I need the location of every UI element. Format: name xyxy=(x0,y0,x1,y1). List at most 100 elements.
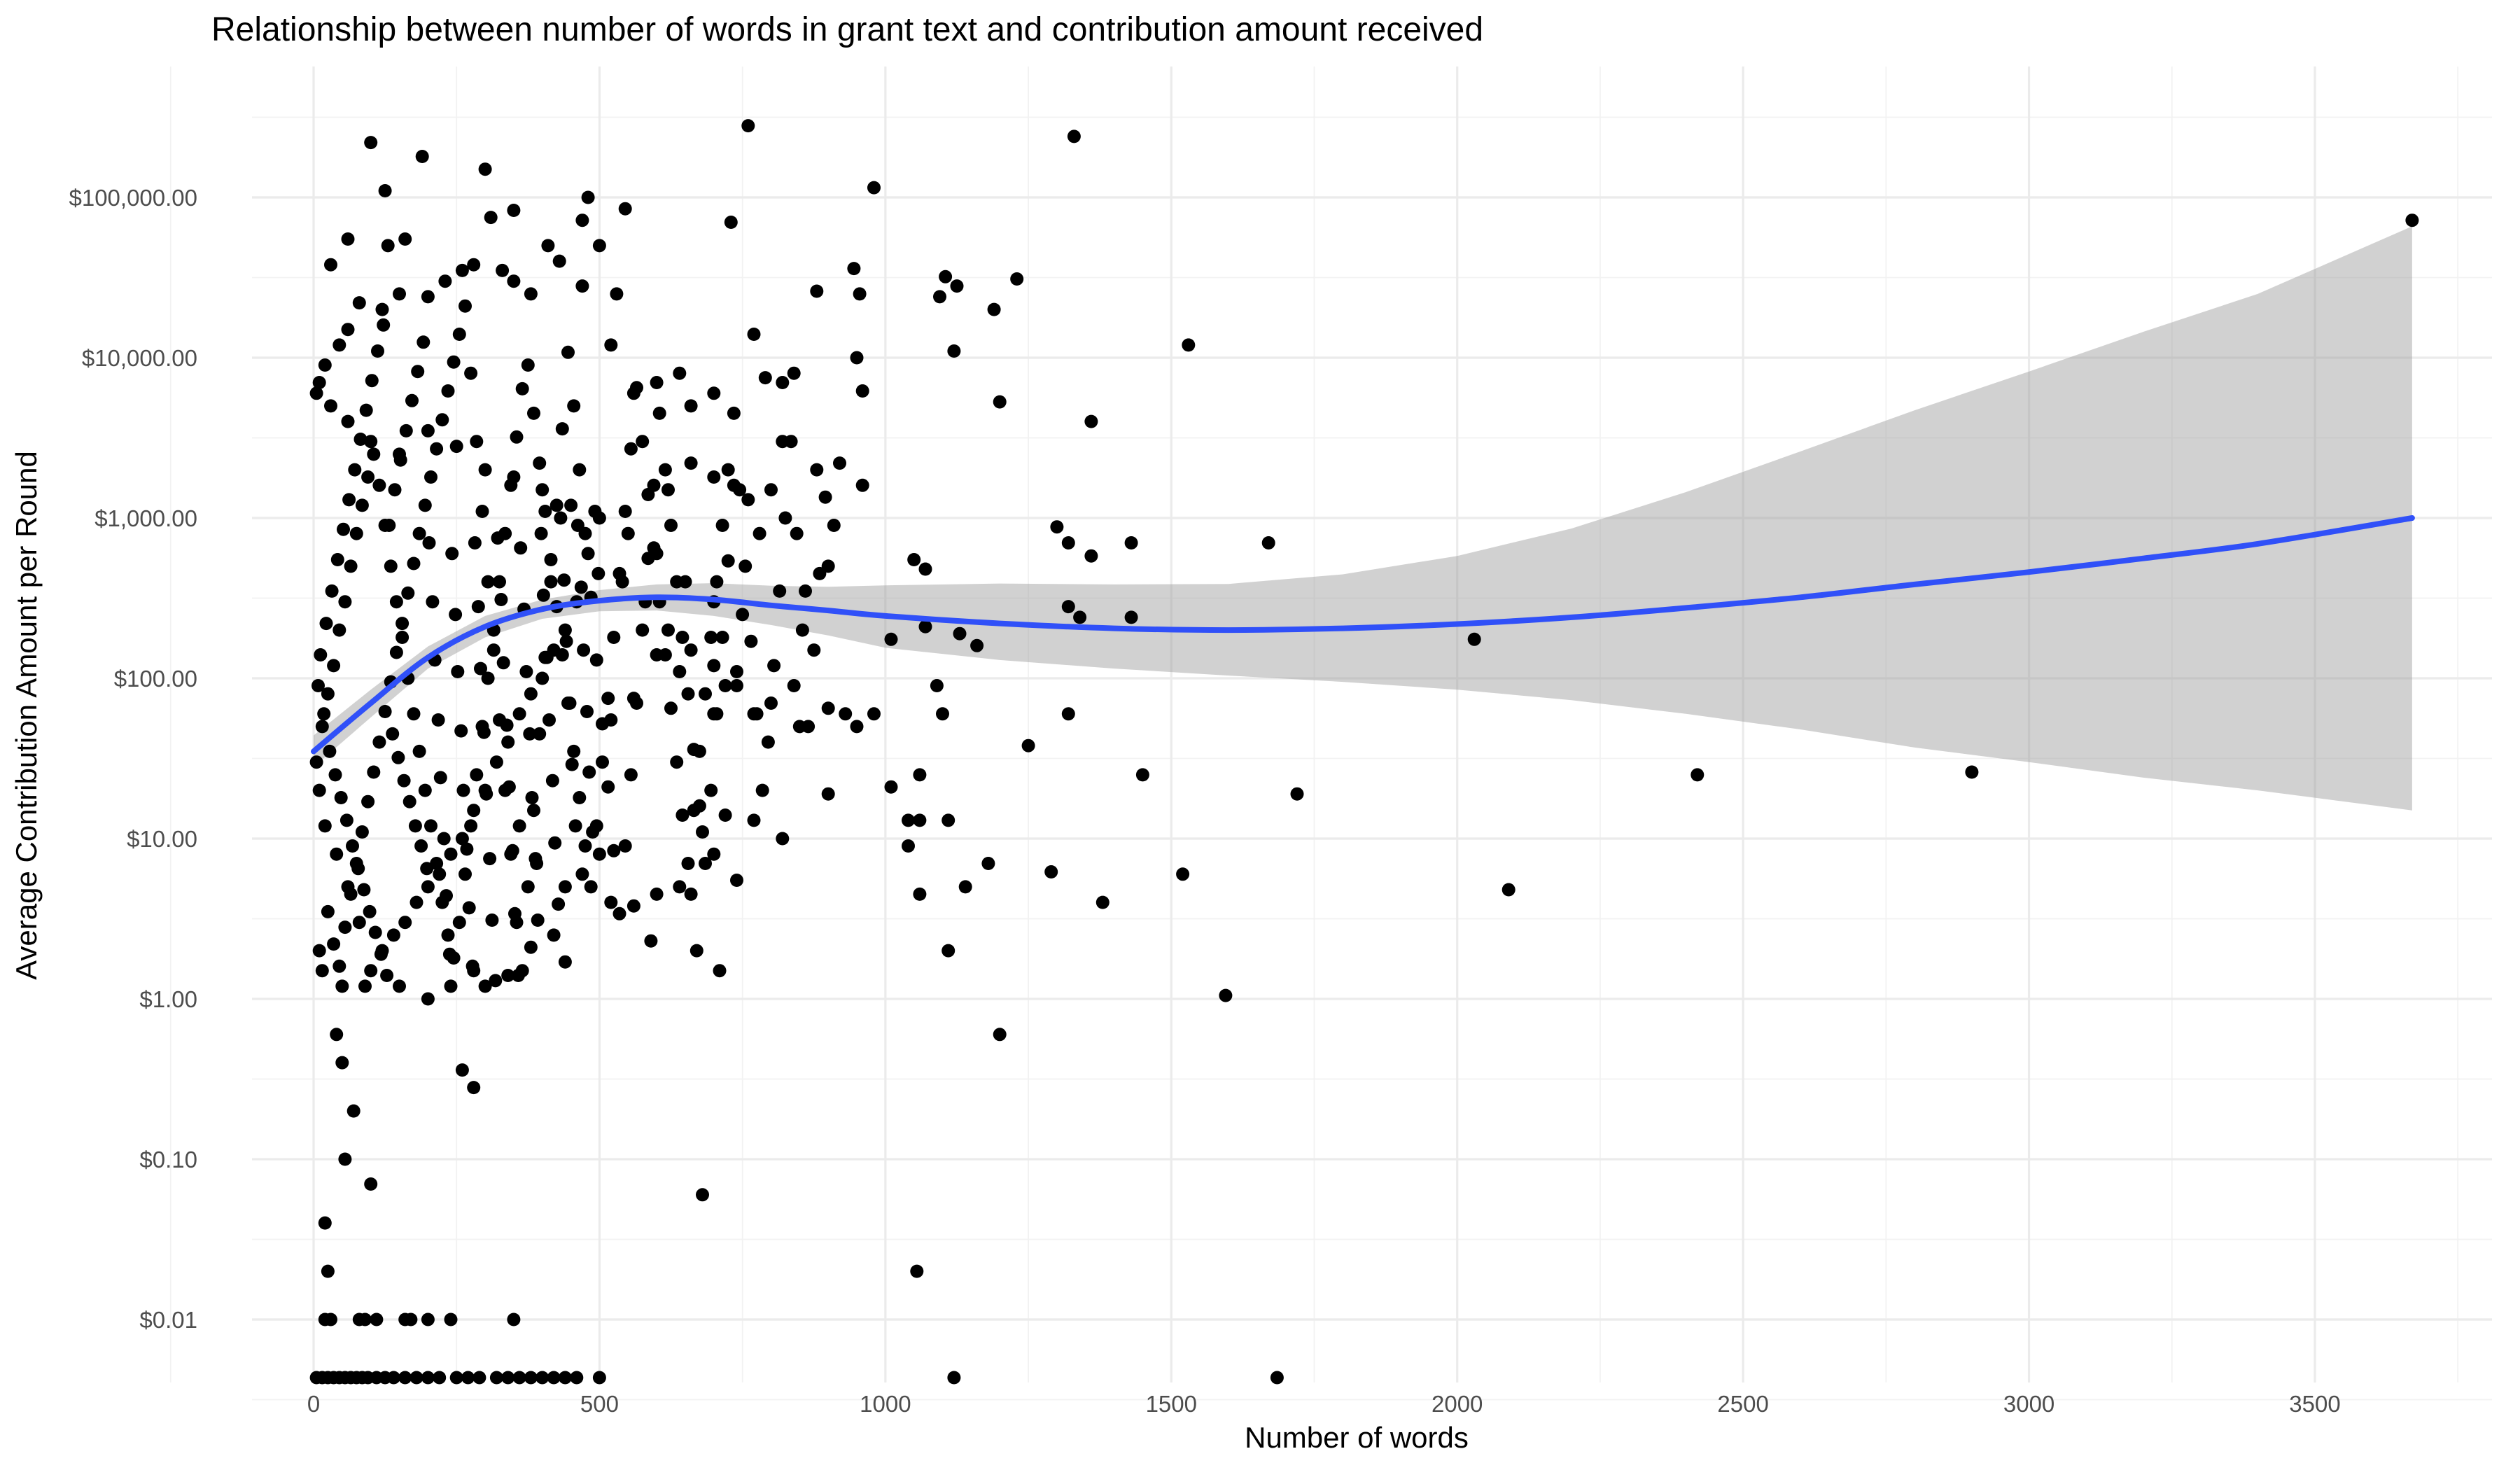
x-axis-label: Number of words xyxy=(1245,1421,1469,1454)
data-point xyxy=(515,382,529,396)
data-point xyxy=(1290,787,1304,801)
data-point xyxy=(478,162,492,176)
data-point xyxy=(1084,549,1098,563)
data-point xyxy=(981,857,995,870)
data-point xyxy=(1690,768,1704,782)
data-point xyxy=(524,287,538,301)
data-point xyxy=(1219,988,1233,1002)
data-point xyxy=(386,928,400,942)
data-point xyxy=(378,705,392,718)
data-point xyxy=(327,659,341,673)
data-point xyxy=(764,696,778,710)
data-point xyxy=(389,645,403,659)
data-point xyxy=(807,643,821,657)
data-point xyxy=(993,395,1007,409)
data-point xyxy=(947,1371,961,1385)
data-point xyxy=(618,202,632,216)
data-point xyxy=(813,566,827,580)
data-point xyxy=(393,287,406,301)
data-point xyxy=(555,422,569,436)
data-point xyxy=(358,979,372,993)
data-point xyxy=(501,735,515,749)
data-point xyxy=(592,239,606,253)
data-point xyxy=(750,707,764,721)
data-point xyxy=(776,832,790,846)
data-point xyxy=(536,483,550,497)
data-point xyxy=(592,847,606,861)
data-point xyxy=(421,992,435,1006)
data-point xyxy=(612,566,626,580)
data-point xyxy=(408,819,422,833)
data-point xyxy=(505,844,519,858)
data-point xyxy=(337,522,350,536)
data-point xyxy=(437,832,451,846)
data-point xyxy=(918,620,932,634)
data-point xyxy=(389,595,403,609)
y-tick-label: $0.10 xyxy=(139,1147,197,1172)
x-tick-label: 500 xyxy=(580,1391,619,1417)
data-point xyxy=(736,608,750,622)
x-tick-label: 0 xyxy=(307,1391,320,1417)
data-point xyxy=(1061,536,1075,550)
x-axis-ticks: 0 500 1000 1500 2000 2500 3000 3500 xyxy=(307,1391,2341,1417)
data-point xyxy=(527,406,540,420)
data-point xyxy=(902,839,915,853)
data-point xyxy=(707,386,721,400)
data-point xyxy=(1124,536,1138,550)
data-point xyxy=(567,399,581,413)
data-point xyxy=(584,880,598,894)
data-point xyxy=(367,765,381,779)
data-point xyxy=(778,511,792,525)
data-point xyxy=(411,365,425,379)
data-point xyxy=(341,232,355,246)
data-point xyxy=(939,270,953,284)
data-point xyxy=(444,1312,458,1326)
data-point xyxy=(486,643,500,657)
data-point xyxy=(335,979,349,993)
data-point xyxy=(525,791,539,804)
data-point xyxy=(1467,632,1481,646)
data-point xyxy=(315,720,329,734)
data-point xyxy=(455,832,469,846)
data-point xyxy=(636,623,650,637)
data-point xyxy=(455,263,469,277)
data-point xyxy=(799,584,812,598)
data-point xyxy=(441,928,455,942)
data-point xyxy=(658,648,672,662)
data-point xyxy=(987,302,1001,316)
data-point xyxy=(440,889,453,903)
data-point xyxy=(341,414,355,428)
data-point xyxy=(724,216,738,229)
data-point xyxy=(317,707,331,721)
data-point xyxy=(565,757,579,771)
data-point xyxy=(574,580,588,594)
data-point xyxy=(1021,738,1035,752)
data-point xyxy=(715,519,729,532)
data-point xyxy=(913,887,927,901)
data-point xyxy=(907,553,921,566)
data-point xyxy=(1073,610,1087,624)
data-point xyxy=(431,713,445,727)
data-point xyxy=(564,498,578,512)
data-point xyxy=(467,258,481,272)
data-point xyxy=(412,744,426,758)
data-point xyxy=(953,626,967,640)
y-tick-label: $1.00 xyxy=(139,986,197,1012)
data-point xyxy=(467,1081,481,1095)
data-point xyxy=(357,883,371,897)
data-point xyxy=(523,727,537,741)
data-point xyxy=(407,707,421,721)
data-point xyxy=(536,671,550,685)
data-point xyxy=(496,656,510,670)
data-point xyxy=(618,839,632,853)
data-point xyxy=(438,274,452,288)
data-point xyxy=(581,190,595,204)
data-point xyxy=(321,904,335,918)
data-point xyxy=(580,705,594,718)
data-point xyxy=(315,964,329,978)
data-point xyxy=(483,852,497,866)
data-point xyxy=(684,887,698,901)
data-point xyxy=(536,588,550,602)
data-point xyxy=(508,906,522,920)
data-point xyxy=(371,344,384,358)
